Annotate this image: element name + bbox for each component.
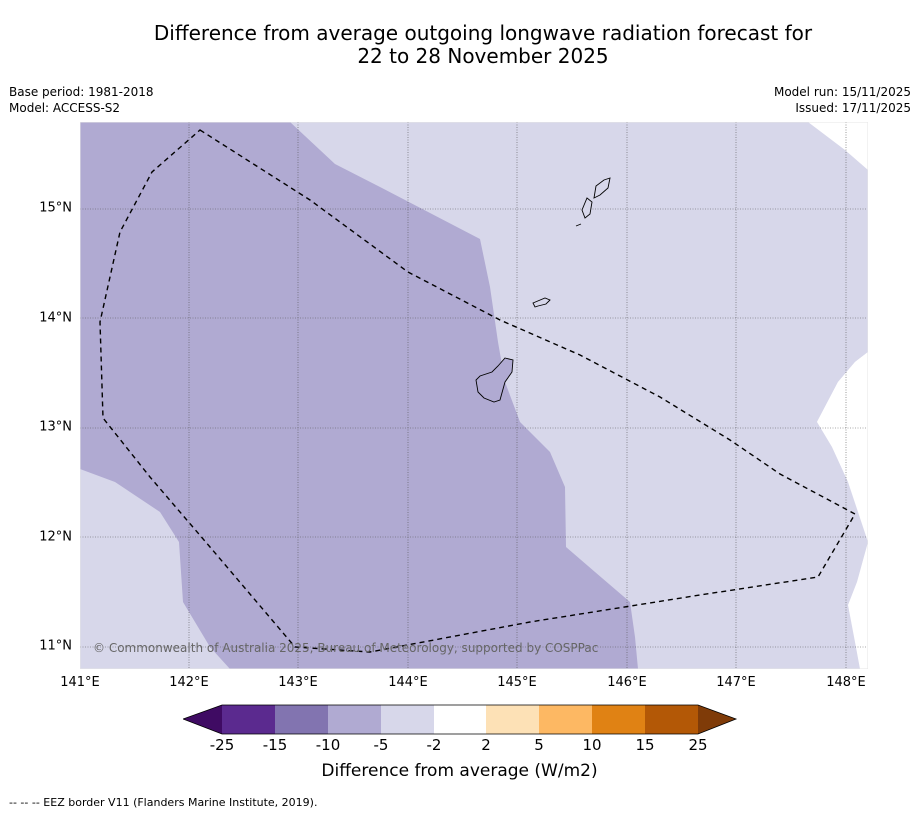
island-aguijan: [575, 223, 582, 227]
lon-label-148: 148°E: [826, 675, 866, 690]
lat-label-14: 14°N: [39, 310, 72, 326]
lon-label-143: 143°E: [278, 675, 318, 690]
island-guam: [475, 357, 514, 403]
lon-label-141: 141°E: [60, 675, 100, 690]
colorbar-bin-9: [645, 705, 698, 734]
eez-footnote: -- -- -- EEZ border V11 (Flanders Marine…: [9, 796, 318, 809]
colorbar-tick-4: -5: [373, 736, 389, 754]
colorbar-bin-3: [328, 705, 381, 734]
island-saipan: [593, 177, 611, 199]
issued-date: Issued: 17/11/2025: [795, 101, 911, 115]
colorbar-tick-9: 15: [635, 736, 655, 754]
meta-right: Model run: 15/11/2025 Issued: 17/11/2025: [774, 84, 911, 116]
colorbar-tick-8: 10: [582, 736, 602, 754]
lat-label-13: 13°N: [39, 419, 72, 435]
title-line-1: Difference from average outgoing longwav…: [153, 21, 813, 45]
colorbar-bin-8: [592, 705, 645, 734]
colorbar-bin-4: [381, 705, 434, 734]
colorbar-tick-3: -10: [315, 736, 341, 754]
anomaly-region-neutral: [817, 352, 868, 422]
meta-left: Base period: 1981-2018 Model: ACCESS-S2: [9, 84, 154, 116]
colorbar-outline: [183, 704, 738, 735]
island-rota: [532, 297, 551, 308]
model-run: Model run: 15/11/2025: [773, 85, 911, 99]
colorbar-arrow-high: [698, 705, 736, 734]
colorbar-tick-6: 2: [481, 736, 491, 754]
model-name: Model: ACCESS-S2: [9, 101, 121, 115]
lat-label-15: 15°N: [39, 200, 72, 216]
colorbar-bin-2: [275, 705, 328, 734]
colorbar-tick-2: -15: [262, 736, 288, 754]
colorbar-tick-10: 25: [688, 736, 708, 754]
colorbar: [183, 704, 738, 735]
colorbar-label: Difference from average (W/m2): [321, 761, 598, 781]
colorbar-arrow-low: [183, 705, 222, 734]
lon-label-144: 144°E: [388, 675, 428, 690]
colorbar-tick-5: -2: [426, 736, 442, 754]
islands: [475, 177, 611, 403]
lat-label-11: 11°N: [39, 638, 72, 654]
gridlines: [80, 122, 868, 669]
lon-label-145: 145°E: [497, 675, 537, 690]
map-area: [80, 122, 868, 669]
base-period: Base period: 1981-2018: [9, 85, 154, 99]
anomaly-region-medium: [80, 122, 638, 669]
chart-title: Difference from average outgoing longwav…: [0, 22, 919, 68]
copyright-notice: © Commonwealth of Australia 2025, Bureau…: [93, 641, 599, 655]
colorbar-tick-1: -25: [209, 736, 235, 754]
colorbar-bin-6: [486, 705, 539, 734]
title-line-2: 22 to 28 November 2025: [357, 44, 609, 68]
colorbar-bin-5: [434, 705, 486, 734]
lon-label-146: 146°E: [607, 675, 647, 690]
island-tinian: [581, 197, 593, 219]
colorbar-bin-1: [222, 705, 275, 734]
colorbar-tick-7: 5: [534, 736, 544, 754]
lon-label-142: 142°E: [169, 675, 209, 690]
colorbar-bin-7: [539, 705, 592, 734]
lon-label-147: 147°E: [716, 675, 756, 690]
lat-label-12: 12°N: [39, 529, 72, 545]
